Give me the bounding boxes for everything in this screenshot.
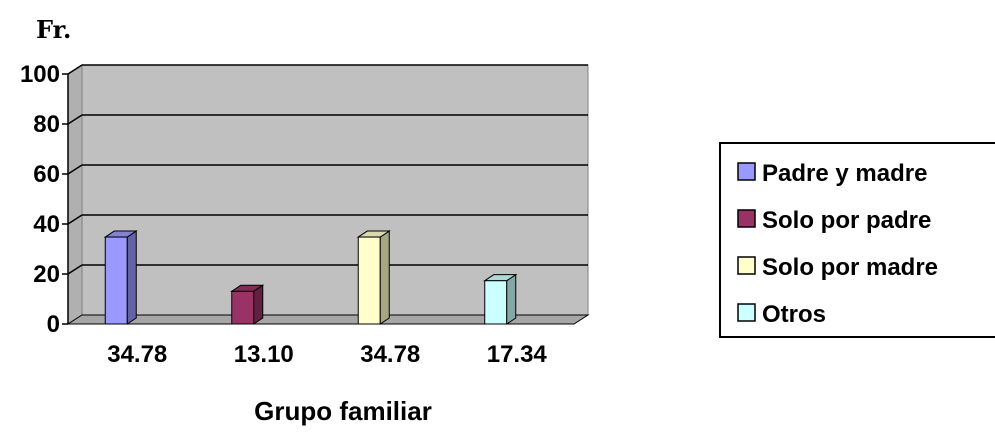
legend-label: Padre y madre: [762, 160, 927, 187]
legend-swatch: [737, 162, 756, 181]
bar-top: [230, 284, 265, 292]
legend-swatch: [737, 256, 756, 275]
legend-box: [719, 142, 995, 338]
y-tick-label: 80: [33, 111, 60, 138]
y-tick-label: 40: [33, 211, 60, 238]
y-tick-label: 100: [20, 61, 60, 88]
bar-front: [357, 236, 381, 325]
y-tick-label: 0: [47, 311, 60, 338]
bar-front: [231, 290, 255, 325]
gridline-side: [67, 264, 83, 275]
bar-side: [379, 230, 390, 325]
legend-swatch: [737, 303, 756, 322]
bar-top: [483, 274, 518, 282]
plot-floor: [66, 314, 590, 325]
legend: Padre y madre Solo por padre Solo por madr…: [719, 142, 995, 338]
bars: [103, 230, 518, 325]
y-tick-label: 60: [33, 161, 60, 188]
gridline-side: [67, 64, 83, 75]
y-axis: 0 20 40 60 80 100: [20, 61, 69, 338]
gridline-side: [67, 164, 83, 175]
gridline-side: [67, 214, 83, 225]
x-category-label: 13.10: [234, 341, 294, 368]
x-categories: 34.78 13.10 34.78 17.34: [107, 341, 547, 368]
plot-back-wall: [81, 64, 589, 316]
bar-padre-y-madre: [103, 230, 138, 325]
x-category-label: 17.34: [487, 341, 548, 368]
plot-side-wall: [67, 64, 83, 325]
legend-label: Otros: [762, 301, 826, 328]
bar-top: [103, 230, 138, 238]
bar-side: [506, 273, 517, 325]
y-tick-label: 20: [33, 261, 60, 288]
plot-area: [66, 64, 590, 325]
x-category-label: 34.78: [107, 341, 167, 368]
bar-side: [126, 230, 137, 325]
legend-label: Solo por padre: [762, 207, 931, 234]
legend-label: Solo por madre: [762, 254, 938, 281]
bar-solo-por-padre: [230, 284, 265, 325]
bar-otros: [483, 273, 518, 325]
gridline-side: [67, 114, 83, 125]
bar-side: [253, 284, 264, 325]
bar-front: [484, 280, 508, 325]
bar-front: [104, 236, 128, 325]
bar-top: [356, 230, 391, 238]
legend-swatch: [737, 209, 756, 228]
x-category-label: 34.78: [360, 341, 420, 368]
bar-solo-por-madre: [356, 230, 391, 325]
y-axis-title: Fr.: [36, 15, 71, 44]
x-axis-title: Grupo familiar: [254, 396, 432, 426]
